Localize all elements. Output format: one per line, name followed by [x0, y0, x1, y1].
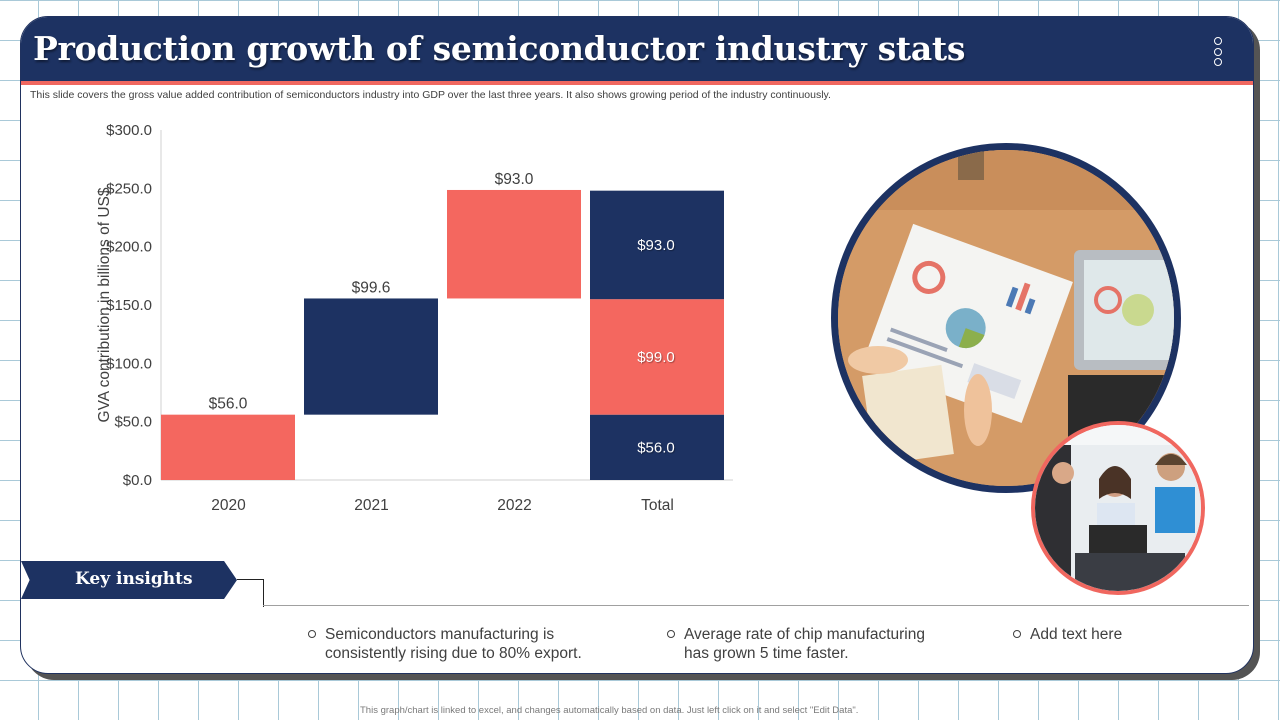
- slide-card: Production growth of semiconductor indus…: [20, 16, 1254, 674]
- bar-value-label: $56.0: [209, 396, 248, 413]
- waterfall-chart[interactable]: $0.0 $50.0 $100.0 $150.0 $200.0 $250.0 $300.0 G…: [61, 117, 761, 537]
- insight-text: Semiconductors manufacturing is consiste…: [325, 626, 582, 662]
- more-options-icon[interactable]: [1214, 37, 1224, 67]
- waterfall-bar-2020: [161, 414, 295, 480]
- bar-value-label: $99.6: [352, 279, 391, 296]
- divider-line: [263, 605, 1249, 606]
- x-tick-label: Total: [641, 497, 674, 514]
- y-tick-label: $0.0: [123, 472, 152, 489]
- inset-photo: [1031, 421, 1205, 595]
- x-tick-label: 2022: [497, 497, 531, 514]
- bar-value-label: $93.0: [495, 171, 534, 188]
- total-bar-segment: [590, 299, 724, 415]
- banner-connector-line: [237, 579, 264, 607]
- y-tick-label: $200.0: [106, 239, 152, 256]
- bullet-circle-icon: [1013, 630, 1021, 638]
- insight-item-1: Semiconductors manufacturing is consiste…: [308, 625, 617, 663]
- total-bar-segment: [590, 190, 724, 300]
- insight-text: Average rate of chip manufacturing has g…: [684, 626, 925, 662]
- bullet-circle-icon: [308, 630, 316, 638]
- waterfall-bar-2021: [304, 298, 438, 415]
- x-tick-label: 2021: [354, 497, 388, 514]
- y-tick-label: $100.0: [106, 355, 152, 372]
- footer-note: This graph/chart is linked to excel, and…: [360, 705, 859, 716]
- key-insights-label: Key insights: [75, 569, 193, 589]
- total-bar-segment: [590, 414, 724, 480]
- insight-item-3[interactable]: Add text here: [1013, 625, 1210, 644]
- total-segment-label: $56.0: [637, 439, 675, 456]
- insight-item-2: Average rate of chip manufacturing has g…: [667, 625, 954, 663]
- page-title: Production growth of semiconductor indus…: [33, 29, 966, 68]
- y-tick-label: $50.0: [114, 414, 152, 431]
- total-segment-label: $99.0: [637, 349, 675, 366]
- y-tick-label: $300.0: [106, 122, 152, 139]
- key-insights-banner: [21, 561, 237, 599]
- bullet-circle-icon: [667, 630, 675, 638]
- title-bar: Production growth of semiconductor indus…: [21, 17, 1253, 85]
- waterfall-bar-2022: [447, 189, 581, 299]
- y-axis-label: GVA contribution in billions of US$: [96, 187, 113, 422]
- x-tick-label: 2020: [211, 497, 246, 514]
- slide-description: This slide covers the gross value added …: [30, 89, 831, 101]
- insight-text[interactable]: Add text here: [1030, 626, 1123, 643]
- y-tick-label: $250.0: [106, 180, 152, 197]
- total-segment-label: $93.0: [637, 237, 675, 254]
- y-tick-label: $150.0: [106, 297, 152, 314]
